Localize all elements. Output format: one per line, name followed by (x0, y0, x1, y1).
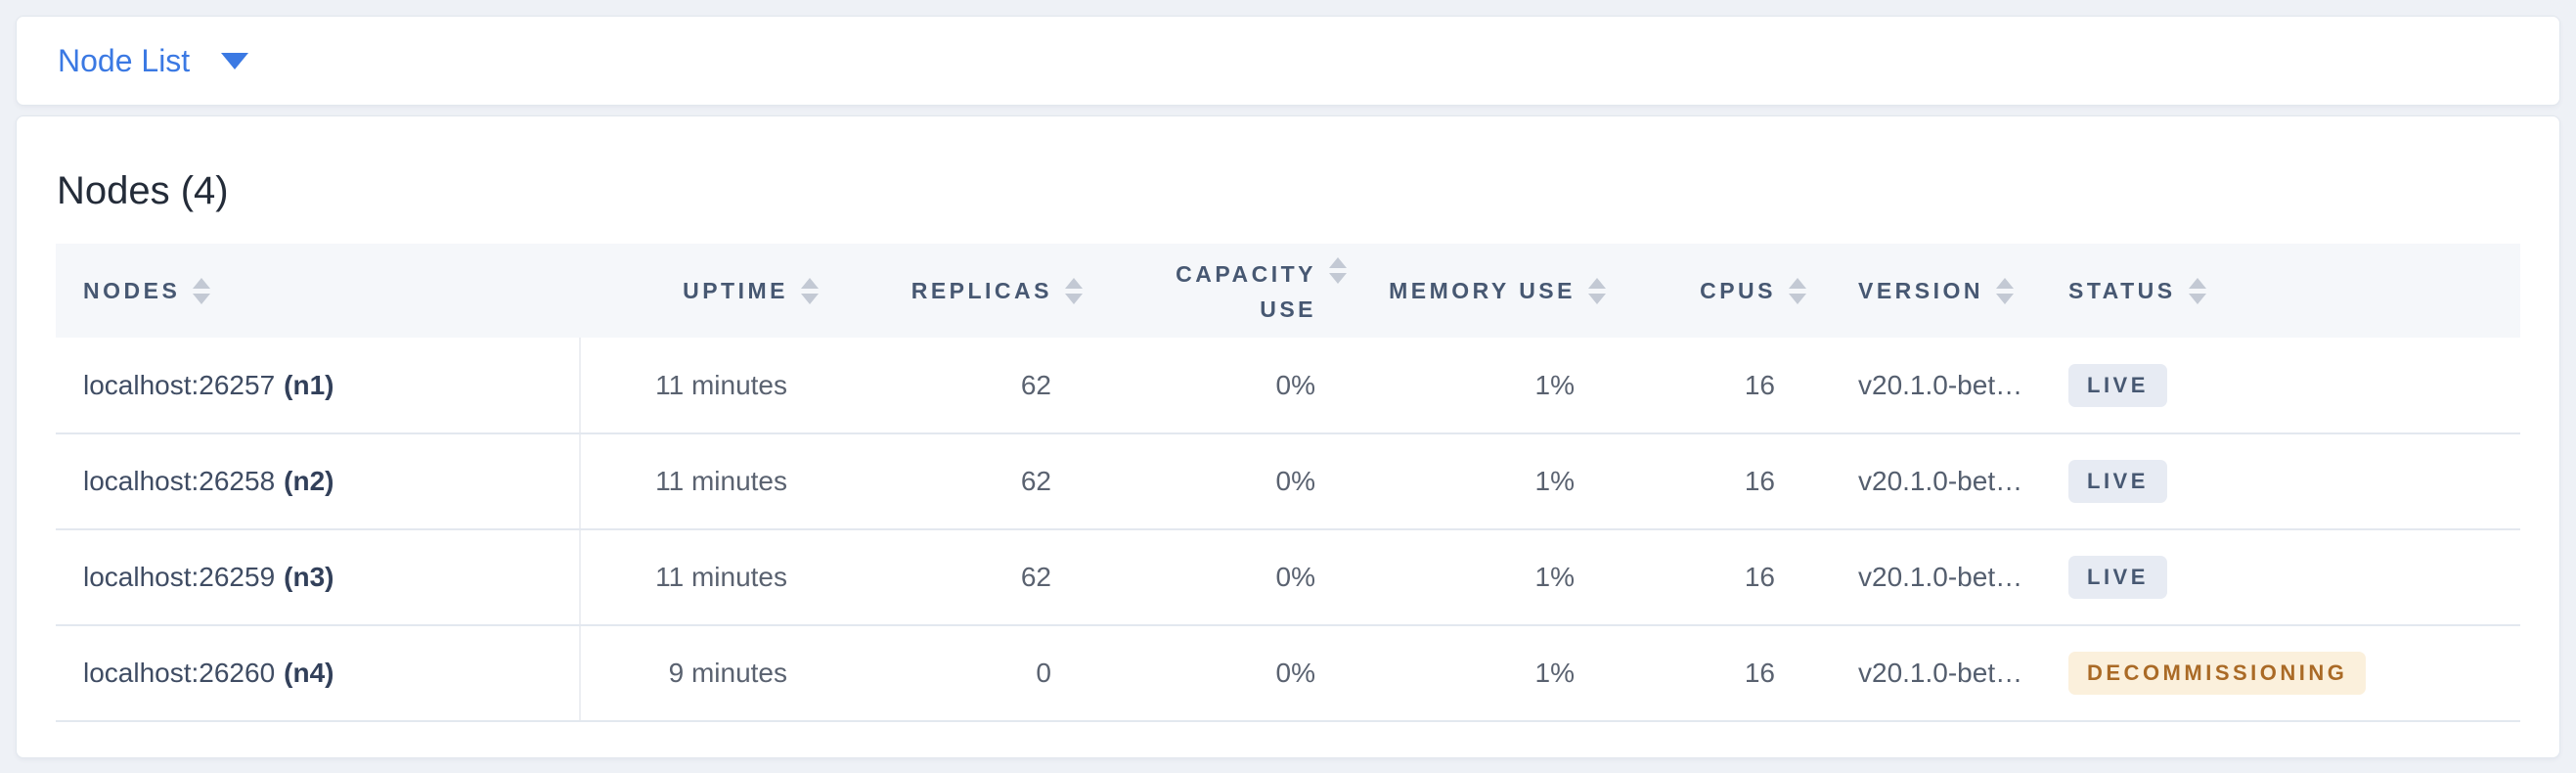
cpus-cell: 16 (1614, 529, 1814, 626)
status-cell: LIVE (2044, 529, 2520, 626)
version-cell: v20.1.0-bet… (1814, 338, 2044, 434)
column-header-cpus[interactable]: CPUS (1614, 244, 1814, 338)
nodes-table: NODES UPTIME REPLICAS (56, 244, 2520, 722)
column-header-memory-use[interactable]: MEMORY USE (1355, 244, 1614, 338)
column-header-replicas[interactable]: REPLICAS (826, 244, 1090, 338)
status-cell: LIVE (2044, 338, 2520, 434)
node-id: (n2) (284, 466, 334, 496)
memory-use-cell: 1% (1355, 338, 1614, 434)
uptime-cell: 11 minutes (580, 433, 826, 530)
sort-icon (1789, 277, 1806, 304)
version-cell: v20.1.0-bet… (1814, 529, 2044, 626)
capacity-use-cell: 0% (1090, 338, 1355, 434)
column-label-cpus: CPUS (1700, 277, 1776, 303)
column-header-uptime[interactable]: UPTIME (580, 244, 826, 338)
cpus-cell: 16 (1614, 625, 1814, 722)
capacity-use-cell: 0% (1090, 433, 1355, 530)
sort-icon (1996, 277, 2015, 304)
cpus-cell: 16 (1614, 338, 1814, 434)
column-header-status[interactable]: STATUS (2044, 244, 2520, 338)
replicas-cell: 0 (826, 625, 1090, 722)
version-cell: v20.1.0-bet… (1814, 433, 2044, 530)
caret-down-icon (221, 52, 249, 69)
page-title: Nodes (4) (57, 169, 229, 212)
status-cell: DECOMMISSIONING (2044, 625, 2520, 722)
status-badge: LIVE (2068, 556, 2167, 599)
node-address-cell[interactable]: localhost:26260 (n4) (56, 625, 581, 722)
column-label-replicas: REPLICAS (910, 277, 1052, 303)
node-row[interactable]: localhost:26257 (n1) 11 minutes 62 0% 1% … (56, 338, 2520, 434)
capacity-use-cell: 0% (1090, 625, 1355, 722)
uptime-cell: 11 minutes (580, 529, 826, 626)
uptime-cell: 9 minutes (580, 625, 826, 722)
capacity-use-cell: 0% (1090, 529, 1355, 626)
node-address-cell[interactable]: localhost:26257 (n1) (56, 338, 581, 434)
status-badge: DECOMMISSIONING (2068, 652, 2367, 695)
node-address: localhost:26260 (83, 658, 276, 688)
memory-use-cell: 1% (1355, 433, 1614, 530)
sort-icon (1065, 277, 1083, 304)
sort-icon (193, 277, 211, 304)
node-id: (n3) (284, 562, 334, 592)
node-list-dropdown[interactable]: Node List (58, 42, 249, 79)
replicas-cell: 62 (826, 433, 1090, 530)
column-label-capacity-use: CAPACITY USE (1176, 261, 1316, 322)
table-header: NODES UPTIME REPLICAS (56, 244, 2520, 338)
uptime-cell: 11 minutes (580, 338, 826, 434)
status-badge: LIVE (2068, 460, 2167, 503)
memory-use-cell: 1% (1355, 625, 1614, 722)
replicas-cell: 62 (826, 529, 1090, 626)
column-label-memory-use: MEMORY USE (1389, 277, 1576, 303)
column-label-status: STATUS (2068, 277, 2176, 303)
sort-icon (1329, 257, 1347, 285)
cpus-cell: 16 (1614, 433, 1814, 530)
node-address: localhost:26257 (83, 369, 276, 400)
table-header-row: NODES UPTIME REPLICAS (56, 244, 2520, 338)
view-selector-bar: Node List (16, 16, 2560, 106)
status-badge: LIVE (2068, 363, 2167, 407)
node-id: (n1) (284, 369, 334, 400)
node-id: (n4) (284, 658, 334, 688)
column-header-nodes[interactable]: NODES (56, 244, 580, 338)
node-address-cell[interactable]: localhost:26259 (n3) (56, 529, 581, 626)
sort-icon (2188, 277, 2206, 304)
node-row[interactable]: localhost:26258 (n2) 11 minutes 62 0% 1% … (56, 433, 2520, 530)
replicas-cell: 62 (826, 338, 1090, 434)
node-address: localhost:26259 (83, 562, 276, 592)
column-header-capacity-use[interactable]: CAPACITY USE (1090, 244, 1355, 338)
column-label-version: VERSION (1858, 277, 1984, 303)
table-body: localhost:26257 (n1) 11 minutes 62 0% 1% … (56, 338, 2520, 722)
column-label-uptime: UPTIME (683, 277, 788, 303)
node-list-dropdown-label: Node List (58, 42, 191, 78)
nodes-card: Nodes (4) NODES UPTIME (16, 115, 2560, 758)
sort-icon (801, 277, 819, 304)
memory-use-cell: 1% (1355, 529, 1614, 626)
column-label-nodes: NODES (83, 277, 181, 303)
status-cell: LIVE (2044, 433, 2520, 530)
column-header-version[interactable]: VERSION (1814, 244, 2044, 338)
node-address-cell[interactable]: localhost:26258 (n2) (56, 433, 581, 530)
node-row[interactable]: localhost:26260 (n4) 9 minutes 0 0% 1% 16… (56, 625, 2520, 722)
sort-icon (1588, 277, 1606, 304)
version-cell: v20.1.0-bet… (1814, 625, 2044, 722)
node-address: localhost:26258 (83, 466, 276, 496)
node-row[interactable]: localhost:26259 (n3) 11 minutes 62 0% 1% … (56, 529, 2520, 626)
